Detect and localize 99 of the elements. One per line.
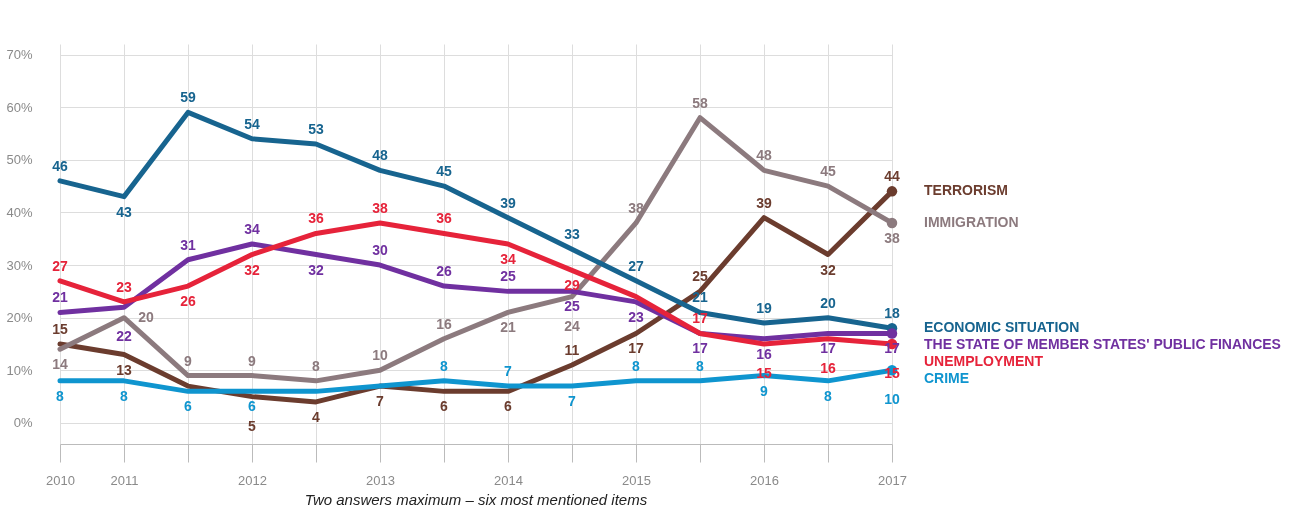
data-label: 53	[308, 121, 324, 137]
data-label: 23	[116, 278, 132, 295]
y-tick-label: 60%	[6, 99, 33, 115]
data-label: 36	[436, 210, 452, 227]
data-label: 7	[504, 363, 513, 380]
data-label: 17	[628, 340, 644, 357]
series-label: ECONOMIC SITUATION	[924, 319, 1080, 336]
data-label: 25	[692, 268, 708, 285]
data-label: 27	[628, 257, 644, 274]
data-label: 14	[52, 356, 68, 373]
data-label: 48	[756, 147, 772, 164]
data-label: 45	[436, 163, 452, 180]
data-label: 20	[820, 294, 836, 311]
x-tick-label: 2011	[110, 472, 139, 488]
data-label: 32	[308, 261, 324, 278]
data-label: 31	[180, 236, 196, 253]
data-label: 46	[52, 157, 68, 174]
x-tick-label: 2014	[494, 472, 523, 488]
x-tick-label: 2015	[622, 472, 651, 488]
data-label: 44	[884, 168, 900, 185]
data-label: 39	[756, 194, 772, 211]
data-label: 34	[244, 221, 260, 237]
data-label: 21	[692, 289, 708, 306]
series-label: THE STATE OF MEMBER STATES' PUBLIC FINANCES	[924, 336, 1281, 353]
data-label: 45	[820, 163, 836, 180]
series-label: CRIME	[924, 370, 970, 387]
data-label: 32	[820, 261, 836, 278]
data-label: 17	[820, 340, 836, 357]
data-label: 8	[632, 357, 641, 374]
data-label: 59	[180, 89, 196, 106]
data-label: 27	[52, 257, 68, 274]
data-label: 30	[372, 242, 388, 259]
y-tick-label: 70%	[6, 47, 33, 63]
data-label: 13	[116, 361, 132, 378]
data-label: 8	[120, 387, 129, 404]
data-label: 8	[312, 357, 321, 374]
data-label: 16	[436, 315, 452, 332]
data-label: 17	[692, 340, 708, 357]
data-label: 20	[138, 308, 154, 325]
data-label: 16	[820, 359, 836, 376]
data-label: 43	[116, 203, 132, 220]
data-label: 32	[244, 261, 260, 278]
text: Two answers maximum – six most mentioned items	[304, 491, 648, 508]
data-label: 11	[564, 342, 580, 359]
data-label: 39	[500, 194, 516, 211]
data-label: 58	[692, 94, 708, 111]
data-label: 24	[564, 317, 580, 334]
data-label: 4	[312, 408, 321, 425]
data-label: 21	[52, 289, 68, 306]
data-label: 9	[184, 352, 193, 369]
data-label: 10	[884, 391, 900, 408]
data-label: 5	[248, 417, 257, 434]
data-label: 22	[116, 328, 132, 345]
data-label: 25	[564, 298, 580, 315]
data-label: 6	[440, 398, 449, 415]
series-label: TERRORISM	[924, 182, 1008, 199]
y-tick-label: 50%	[6, 152, 33, 168]
data-label: 38	[884, 229, 900, 246]
data-label: 54	[244, 115, 260, 132]
data-label: 16	[756, 345, 772, 362]
y-tick-label: 30%	[6, 257, 33, 273]
data-label: 36	[308, 210, 324, 227]
data-label: 21	[500, 319, 516, 336]
data-label: 23	[628, 308, 644, 325]
x-tick-label: 2016	[750, 472, 779, 488]
x-tick-label: 2013	[366, 472, 395, 488]
data-label: 6	[504, 398, 513, 415]
data-label: 6	[184, 398, 193, 415]
y-tick-label: 40%	[6, 204, 33, 220]
data-label: 48	[372, 147, 388, 164]
data-label: 34	[500, 251, 516, 267]
data-label: 18	[884, 305, 900, 322]
data-label: 17	[692, 310, 708, 327]
data-label: 19	[756, 299, 772, 316]
data-label: 33	[564, 226, 580, 243]
text: UNEMPLOYMENT	[924, 353, 1044, 370]
data-label: 8	[440, 357, 449, 374]
data-label: 9	[760, 382, 769, 399]
data-label: 26	[180, 293, 196, 310]
y-tick-label: 20%	[6, 310, 33, 326]
data-label: 10	[372, 347, 388, 364]
data-label: 8	[56, 387, 65, 404]
data-label: 8	[824, 387, 833, 404]
data-label: 7	[376, 393, 385, 410]
y-tick-label: 0%	[13, 415, 33, 431]
x-tick-label: 2017	[878, 472, 907, 488]
series-label: IMMIGRATION	[924, 213, 1019, 230]
data-label: 38	[372, 199, 388, 216]
x-tick-label: 2012	[238, 472, 267, 488]
y-tick-label: 10%	[6, 362, 33, 378]
data-label: 6	[248, 398, 257, 415]
data-label: 15	[884, 365, 900, 381]
data-label: 15	[52, 321, 68, 337]
data-label: 25	[500, 268, 516, 285]
x-tick-label: 2010	[46, 472, 75, 488]
data-label: 26	[436, 263, 452, 280]
data-label: 8	[696, 357, 705, 374]
data-label: 7	[568, 393, 577, 410]
data-label: 9	[248, 352, 257, 369]
